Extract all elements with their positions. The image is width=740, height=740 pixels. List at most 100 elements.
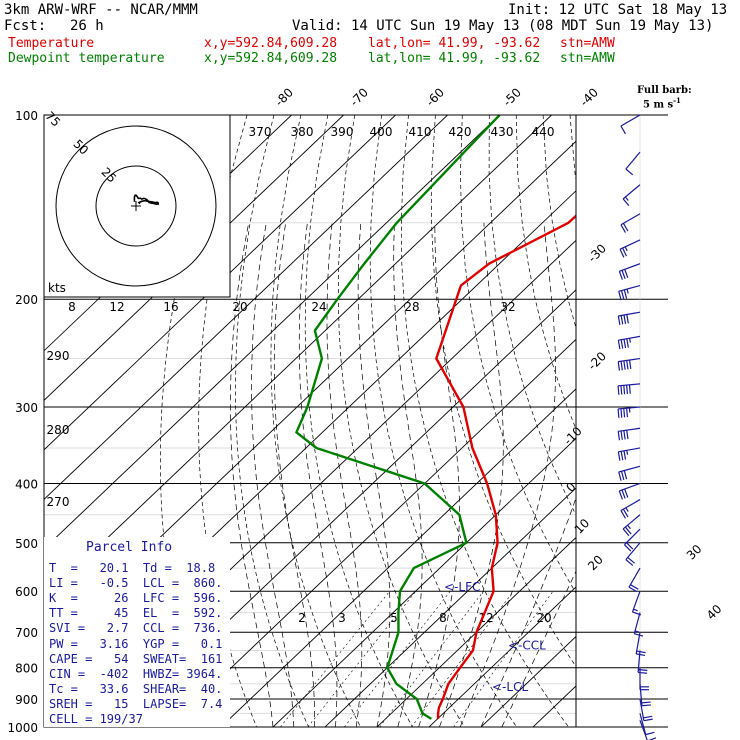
dry-adiabat bbox=[337, 115, 466, 727]
wind-barb bbox=[625, 542, 641, 566]
wind-barb-staff bbox=[639, 698, 645, 721]
hodograph-ring bbox=[95, 165, 177, 247]
level-marker-label: <-CCL bbox=[508, 639, 546, 653]
isotherm-line bbox=[272, 437, 576, 727]
wind-barb-staff bbox=[618, 427, 641, 432]
wind-barb-flag bbox=[620, 224, 626, 233]
wind-barb-staff bbox=[635, 632, 641, 654]
isotherm-line bbox=[44, 115, 448, 501]
wind-barb-flag bbox=[626, 408, 629, 418]
wind-barb-flag bbox=[643, 715, 653, 719]
wind-barb bbox=[617, 406, 641, 418]
wind-barb bbox=[625, 151, 641, 176]
dry-adiabat bbox=[705, 115, 740, 740]
isotherm-line bbox=[324, 487, 576, 727]
parcel-info-panel: Parcel Info T = 20.1 Td = 18.8 LI = -0.5 … bbox=[44, 537, 230, 727]
mixing-ratio-label: 32 bbox=[500, 300, 515, 314]
moist-adiabat bbox=[251, 222, 295, 727]
isotherm-label-right: 10 bbox=[572, 516, 593, 537]
wind-barb bbox=[617, 447, 641, 461]
parcel-info-row: CIN = -402 HWBZ= 3964. bbox=[49, 666, 223, 681]
wind-barb bbox=[617, 383, 641, 395]
mixing-ratio-label: 28 bbox=[404, 300, 419, 314]
wind-barb bbox=[620, 213, 641, 233]
wind-barb-staff bbox=[620, 499, 641, 512]
wind-barb-flag bbox=[620, 430, 623, 440]
wind-barb-flag bbox=[618, 271, 623, 280]
wind-barb-staff bbox=[631, 591, 641, 613]
wind-barb-staff bbox=[624, 528, 641, 546]
theta-label-left: 290 bbox=[47, 349, 70, 363]
isotherm-label-top: -40 bbox=[577, 85, 601, 109]
theta-e-label: 410 bbox=[409, 125, 432, 139]
moist-adiabat-lines bbox=[230, 222, 576, 727]
wind-barb bbox=[618, 263, 641, 280]
level-marker-label: <-LFC bbox=[444, 580, 480, 594]
wind-barb-flag bbox=[617, 431, 621, 441]
dry-adiabat bbox=[488, 115, 576, 516]
moist-adiabat bbox=[393, 222, 423, 727]
wind-barb-flag bbox=[636, 650, 646, 654]
legend-dewpoint-latlon: lat,lon= 41.99, -93.62 bbox=[368, 51, 541, 66]
wind-barb bbox=[618, 465, 641, 481]
legend-temperature-name: Temperature bbox=[8, 36, 95, 51]
moist-adiabat bbox=[459, 222, 556, 727]
wind-barb-staff bbox=[620, 213, 641, 226]
wind-barb-flag bbox=[620, 408, 623, 418]
moist-adiabat bbox=[357, 222, 391, 727]
wind-barb-flag bbox=[624, 488, 629, 498]
parcel-info-row: CAPE = 54 SWEAT= 161 bbox=[49, 651, 223, 666]
parcel-info-row: K = 26 LFC = 596. bbox=[49, 591, 223, 606]
wind-barb-flag bbox=[621, 489, 626, 499]
wind-barb-half-flag bbox=[624, 246, 628, 252]
isotherm-line bbox=[220, 388, 576, 727]
mixing-ratio-low-label: 20 bbox=[536, 611, 551, 625]
wind-barb bbox=[639, 683, 651, 707]
wind-barb bbox=[617, 311, 641, 325]
parcel-info-row: SVI = 2.7 CCL = 736. bbox=[49, 621, 223, 636]
legend-temperature-latlon: lat,lon= 41.99, -93.62 bbox=[368, 36, 541, 51]
wind-barb-flag bbox=[624, 526, 632, 535]
wind-barb-staff bbox=[618, 311, 641, 317]
theta-e-label: 440 bbox=[532, 125, 555, 139]
legend-dewpoint-xy: x,y=592.84,609.28 bbox=[204, 51, 338, 66]
valid-time: Valid: 14 UTC Sun 19 May 13 (08 MDT Sun … bbox=[292, 18, 714, 34]
mixing-ratio-label: 24 bbox=[311, 300, 326, 314]
wind-barb-flag bbox=[617, 340, 621, 350]
moist-adiabat bbox=[273, 222, 315, 727]
dry-adiabat bbox=[597, 115, 740, 740]
wind-barb-flag bbox=[626, 360, 629, 370]
wind-barb bbox=[622, 514, 641, 537]
model-title: 3km ARW-WRF -- NCAR/MMM bbox=[4, 2, 198, 18]
wind-barb-flag bbox=[623, 385, 626, 395]
isotherm-label-top: -60 bbox=[423, 85, 447, 109]
wind-barb-flag bbox=[630, 584, 639, 590]
wind-barb-flag bbox=[625, 168, 634, 176]
wind-barb-flag bbox=[623, 339, 627, 349]
moist-adiabat bbox=[480, 496, 576, 727]
init-time: Init: 12 UTC Sat 18 May 13 bbox=[508, 2, 728, 18]
wind-barb-flag bbox=[622, 528, 630, 537]
wind-barb-flag bbox=[618, 471, 622, 481]
isotherm-label-right: -20 bbox=[585, 349, 609, 373]
dry-adiabat bbox=[460, 115, 576, 594]
wind-barb-staff bbox=[618, 406, 641, 410]
wind-barb bbox=[618, 285, 641, 301]
legend-temperature-stn: stn=AMW bbox=[560, 36, 615, 51]
wind-barb-flag bbox=[617, 385, 620, 395]
hodograph-kts-label: kts bbox=[48, 281, 66, 295]
axis-labels: 100 200 300 400 500 600 700 800 900 1000 -80 -70 -60… bbox=[7, 85, 724, 735]
wind-barb bbox=[622, 184, 641, 207]
isotherm-line bbox=[571, 115, 740, 740]
fcst-label: Fcst: bbox=[4, 18, 47, 34]
barb-legend-line1: Full barb: bbox=[637, 85, 692, 96]
isotherm-line bbox=[44, 115, 344, 401]
dry-adiabat bbox=[304, 115, 414, 727]
isotherm-label-right: -10 bbox=[561, 424, 585, 448]
wind-barb bbox=[619, 239, 641, 258]
wind-barb-half-flag bbox=[625, 507, 629, 512]
wind-barb-flag bbox=[622, 247, 628, 257]
pressure-tick-label: 600 bbox=[15, 585, 38, 599]
legend-dewpoint-name: Dewpoint temperature bbox=[8, 51, 165, 66]
